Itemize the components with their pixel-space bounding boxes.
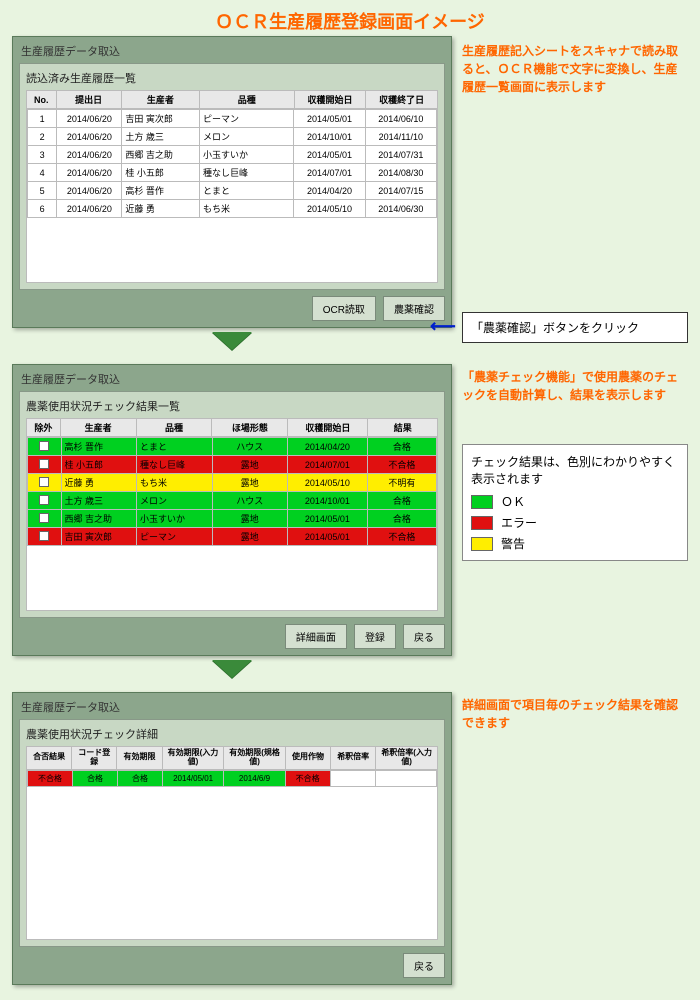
arrow-down-icon: [212, 332, 252, 350]
window-screen1: 生産履歴データ取込 読込済み生産履歴一覧 No.提出日生産者品種収穫開始日収穫終…: [12, 36, 452, 328]
legend-label: エラー: [501, 514, 537, 531]
callout-1: 「農薬確認」ボタンをクリック: [462, 312, 688, 343]
table-row[interactable]: 西郷 吉之助小玉すいか露地2014/05/01合格: [28, 510, 437, 528]
col-header: 有効期限(規格値): [224, 747, 286, 770]
col-header: 結果: [368, 419, 438, 437]
table-row[interactable]: 近藤 勇もち米露地2014/05/10不明有: [28, 474, 437, 492]
table-row[interactable]: 高杉 晋作とまとハウス2014/04/20合格: [28, 438, 437, 456]
arrow-down-icon-2: [212, 660, 252, 678]
note-3: 詳細画面で項目毎のチェック結果を確認できます: [462, 696, 688, 732]
exclude-checkbox[interactable]: [39, 477, 49, 487]
col-header: 生産者: [121, 91, 199, 109]
col-header: No.: [27, 91, 57, 109]
table-1-body: 12014/06/20吉田 寅次郎ピーマン2014/05/012014/06/1…: [27, 109, 437, 218]
col-header: コード登録: [72, 747, 117, 770]
table-row[interactable]: 吉田 寅次郎ピーマン露地2014/05/01不合格: [28, 528, 437, 546]
register-button[interactable]: 登録: [354, 624, 396, 649]
table-row[interactable]: 22014/06/20土方 歳三メロン2014/10/012014/11/10: [28, 128, 437, 146]
table-row[interactable]: 土方 歳三メロンハウス2014/10/01合格: [28, 492, 437, 510]
col-header: 使用作物: [285, 747, 330, 770]
col-header: 提出日: [56, 91, 121, 109]
col-header: 収穫開始日: [288, 419, 368, 437]
col-header: 希釈倍率: [331, 747, 376, 770]
exclude-checkbox[interactable]: [39, 513, 49, 523]
legend-swatch: [471, 495, 493, 509]
table-2-header: 除外生産者品種ほ場形態収穫開始日結果: [26, 418, 438, 437]
legend-label: ＯＫ: [501, 493, 525, 510]
note-1: 生産履歴記入シートをスキャナで読み取ると、ＯＣＲ機能で文字に変換し、生産履歴一覧…: [462, 42, 688, 96]
table-row[interactable]: 32014/06/20西郷 吉之助小玉すいか2014/05/012014/07/…: [28, 146, 437, 164]
page-title: ＯＣＲ生産履歴登録画面イメージ: [0, 0, 700, 38]
window-screen3: 生産履歴データ取込 農薬使用状況チェック詳細 合否結果コード登録有効期限有効期限…: [12, 692, 452, 985]
legend-box: チェック結果は、色別にわかりやすく表示されます ＯＫ エラー警告: [462, 444, 688, 561]
legend-item: 警告: [471, 535, 679, 552]
table-row[interactable]: 12014/06/20吉田 寅次郎ピーマン2014/05/012014/06/1…: [28, 110, 437, 128]
col-header: 収穫開始日: [294, 91, 366, 109]
col-header: 生産者: [60, 419, 136, 437]
col-header: 希釈倍率(入力値): [376, 747, 438, 770]
table-3-header: 合否結果コード登録有効期限有効期限(入力値)有効期限(規格値)使用作物希釈倍率希…: [26, 746, 438, 770]
col-header: 除外: [27, 419, 61, 437]
back-button-2[interactable]: 戻る: [403, 624, 445, 649]
window-screen2: 生産履歴データ取込 農薬使用状況チェック結果一覧 除外生産者品種ほ場形態収穫開始…: [12, 364, 452, 656]
table-1-header: No.提出日生産者品種収穫開始日収穫終了日: [26, 90, 438, 109]
table-row[interactable]: 不合格合格合格2014/05/012014/6/9不合格: [28, 770, 437, 786]
legend-swatch: [471, 537, 493, 551]
window-title: 生産履歴データ取込: [19, 41, 445, 63]
panel-title-1: 読込済み生産履歴一覧: [26, 68, 438, 90]
ocr-read-button[interactable]: OCR読取: [312, 296, 376, 321]
col-header: ほ場形態: [212, 419, 288, 437]
legend-caption: チェック結果は、色別にわかりやすく表示されます: [471, 453, 679, 487]
detail-button[interactable]: 詳細画面: [285, 624, 347, 649]
back-button-3[interactable]: 戻る: [403, 953, 445, 978]
table-row[interactable]: 52014/06/20高杉 晋作とまと2014/04/202014/07/15: [28, 182, 437, 200]
legend-item: ＯＫ: [471, 493, 679, 510]
window-title-3: 生産履歴データ取込: [19, 697, 445, 719]
legend-item: エラー: [471, 514, 679, 531]
table-3-body: 不合格合格合格2014/05/012014/6/9不合格: [27, 770, 437, 787]
col-header: 有効期限(入力値): [162, 747, 224, 770]
window-title-2: 生産履歴データ取込: [19, 369, 445, 391]
legend-label: 警告: [501, 535, 525, 552]
col-header: 有効期限: [117, 747, 162, 770]
table-row[interactable]: 桂 小五郎種なし巨峰露地2014/07/01不合格: [28, 456, 437, 474]
exclude-checkbox[interactable]: [39, 495, 49, 505]
blue-arrow-icon: ⟵: [430, 316, 456, 337]
col-header: 合否結果: [27, 747, 72, 770]
exclude-checkbox[interactable]: [39, 531, 49, 541]
panel-title-2: 農薬使用状況チェック結果一覧: [26, 396, 438, 418]
legend-swatch: [471, 516, 493, 530]
panel-title-3: 農薬使用状況チェック詳細: [26, 724, 438, 746]
note-2: 「農薬チェック機能」で使用農薬のチェックを自動計算し、結果を表示します: [462, 368, 688, 404]
table-row[interactable]: 62014/06/20近藤 勇もち米2014/05/102014/06/30: [28, 200, 437, 218]
table-2-body: 高杉 晋作とまとハウス2014/04/20合格桂 小五郎種なし巨峰露地2014/…: [27, 437, 437, 546]
exclude-checkbox[interactable]: [39, 459, 49, 469]
col-header: 品種: [199, 91, 294, 109]
exclude-checkbox[interactable]: [39, 441, 49, 451]
col-header: 収穫終了日: [366, 91, 438, 109]
table-row[interactable]: 42014/06/20桂 小五郎種なし巨峰2014/07/012014/08/3…: [28, 164, 437, 182]
col-header: 品種: [136, 419, 212, 437]
